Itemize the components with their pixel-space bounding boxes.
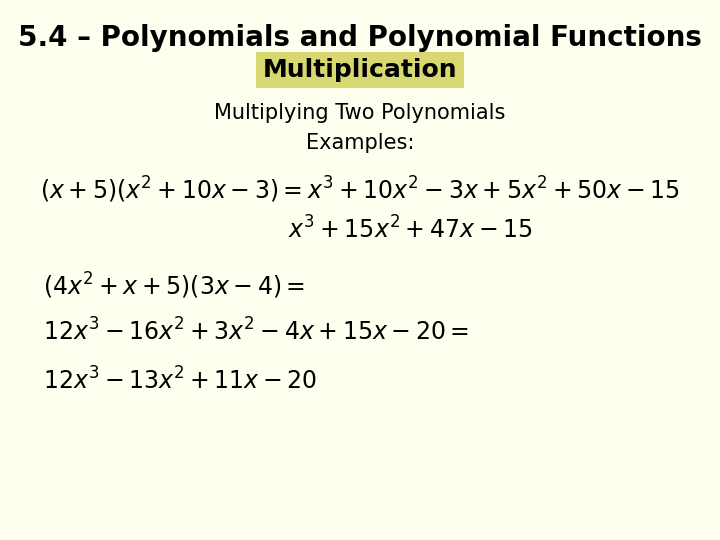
Text: Multiplication: Multiplication	[263, 58, 457, 82]
Text: $12x^3-16x^2+3x^2-4x+15x-20=$: $12x^3-16x^2+3x^2-4x+15x-20=$	[43, 319, 469, 346]
Text: Examples:: Examples:	[306, 133, 414, 153]
Text: Multiplying Two Polynomials: Multiplying Two Polynomials	[215, 103, 505, 124]
Text: $12x^3-13x^2+11x-20$: $12x^3-13x^2+11x-20$	[43, 367, 318, 394]
Text: 5.4 – Polynomials and Polynomial Functions: 5.4 – Polynomials and Polynomial Functio…	[18, 24, 702, 52]
Text: $(x+5)(x^2+10x-3)=x^3+10x^2-3x+5x^2+50x-15$: $(x+5)(x^2+10x-3)=x^3+10x^2-3x+5x^2+50x-…	[40, 175, 680, 205]
Text: $(4x^2+x+5)(3x-4)=$: $(4x^2+x+5)(3x-4)=$	[43, 271, 305, 301]
Text: $x^3+15x^2+47x-15$: $x^3+15x^2+47x-15$	[288, 216, 533, 243]
